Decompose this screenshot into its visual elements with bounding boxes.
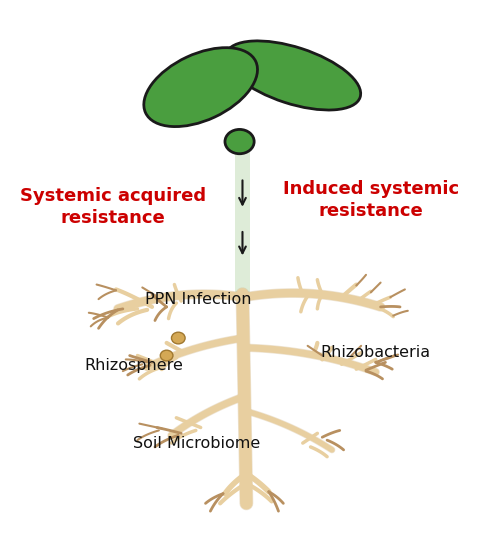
Ellipse shape	[171, 332, 185, 344]
Text: Rhizobacteria: Rhizobacteria	[320, 345, 431, 360]
Text: Soil Microbiome: Soil Microbiome	[132, 436, 260, 451]
Bar	[235, 151, 250, 294]
Ellipse shape	[226, 41, 360, 110]
Text: Induced systemic
resistance: Induced systemic resistance	[283, 180, 459, 220]
Ellipse shape	[225, 129, 254, 154]
Text: Systemic acquired
resistance: Systemic acquired resistance	[20, 187, 206, 227]
Ellipse shape	[160, 350, 173, 361]
Ellipse shape	[144, 48, 257, 127]
Text: PPN Infection: PPN Infection	[145, 292, 252, 307]
Text: Rhizosphere: Rhizosphere	[84, 358, 183, 373]
